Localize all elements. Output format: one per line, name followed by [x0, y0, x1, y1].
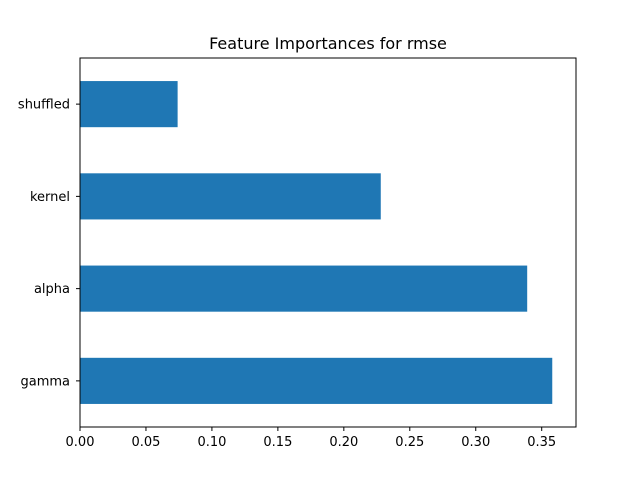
y-tick-label-alpha: alpha: [34, 282, 70, 297]
plot-frame: [79, 57, 577, 428]
x-tick-label: 0.05: [131, 435, 160, 450]
y-tick-label-kernel: kernel: [30, 190, 70, 205]
x-tick-label: 0.30: [461, 435, 490, 450]
x-tick-label: 0.20: [329, 435, 358, 450]
x-tick-label: 0.10: [197, 435, 226, 450]
bar-alpha: [80, 265, 528, 312]
y-tick-label-shuffled: shuffled: [18, 98, 70, 113]
bar-shuffled: [80, 81, 178, 128]
x-tick-label: 0.25: [395, 435, 424, 450]
bar-gamma: [80, 357, 553, 404]
y-tick-label-gamma: gamma: [20, 374, 70, 389]
x-tick-label: 0.35: [527, 435, 556, 450]
chart-title: Feature Importances for rmse: [209, 34, 447, 53]
x-tick-label: 0.00: [66, 435, 95, 450]
x-tick-label: 0.15: [263, 435, 292, 450]
bar-kernel: [80, 173, 381, 220]
ticks-layer: shuffled kernel alpha gamma 0.00 0.05 0.10 0.15…: [18, 98, 556, 450]
bars-layer: [80, 81, 553, 404]
